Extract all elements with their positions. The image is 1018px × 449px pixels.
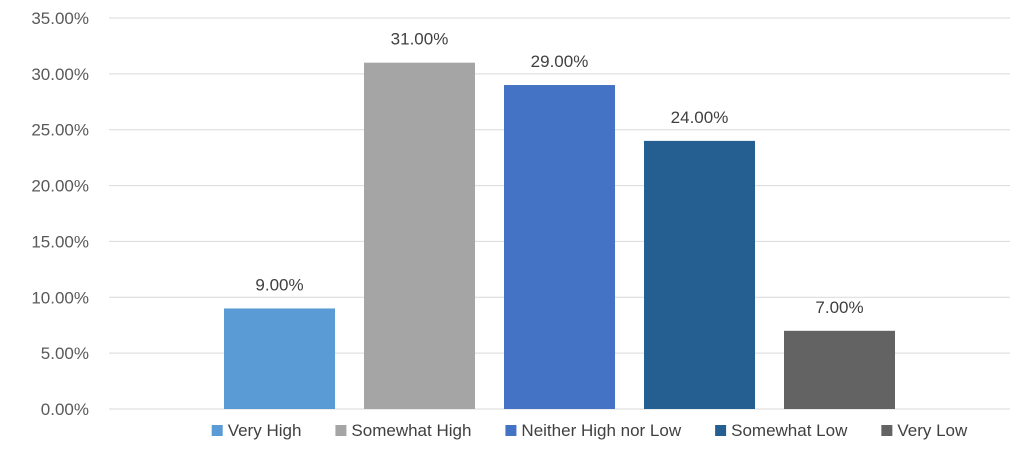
bar-very-low — [784, 330, 895, 409]
data-labels: 9.00% 31.00% 29.00% 24.00% 7.00% — [255, 30, 863, 317]
y-tick-label: 0.00% — [41, 400, 89, 419]
legend-label: Very Low — [897, 421, 968, 440]
legend-item: Somewhat High — [335, 421, 471, 440]
data-label: 7.00% — [815, 298, 863, 317]
legend-swatch — [881, 425, 893, 436]
legend-label: Somewhat High — [351, 421, 471, 440]
y-tick-label: 15.00% — [31, 232, 89, 251]
bar-very-high — [224, 308, 335, 409]
legend-label: Somewhat Low — [731, 421, 848, 440]
y-axis-tick-labels: 0.00% 5.00% 10.00% 15.00% 20.00% 25.00% 30.00%… — [31, 9, 89, 419]
legend-swatch — [211, 425, 223, 436]
bar-somewhat-high — [364, 62, 475, 409]
legend-item: Very High — [211, 421, 302, 440]
legend-swatch — [335, 425, 347, 436]
data-label: 29.00% — [531, 52, 589, 71]
data-label: 9.00% — [255, 275, 303, 294]
data-label: 24.00% — [671, 108, 729, 127]
bars — [224, 62, 895, 410]
legend-item: Very Low — [881, 421, 968, 440]
legend-item: Neither High nor Low — [505, 421, 682, 440]
bar-somewhat-low — [644, 140, 755, 409]
legend-swatch — [715, 425, 727, 436]
y-tick-label: 20.00% — [31, 177, 89, 196]
legend-swatch — [505, 425, 517, 436]
legend-item: Somewhat Low — [715, 421, 848, 440]
data-label: 31.00% — [391, 30, 449, 49]
legend-label: Neither High nor Low — [521, 421, 681, 440]
y-tick-label: 35.00% — [31, 9, 89, 28]
legend-label: Very High — [228, 421, 302, 440]
bar-neither-high-nor-low — [504, 85, 615, 410]
y-tick-label: 30.00% — [31, 65, 89, 84]
y-tick-label: 10.00% — [31, 288, 89, 307]
y-tick-label: 5.00% — [41, 344, 89, 363]
legend: Very High Somewhat High Neither High nor L… — [211, 421, 968, 440]
y-tick-label: 25.00% — [31, 121, 89, 140]
